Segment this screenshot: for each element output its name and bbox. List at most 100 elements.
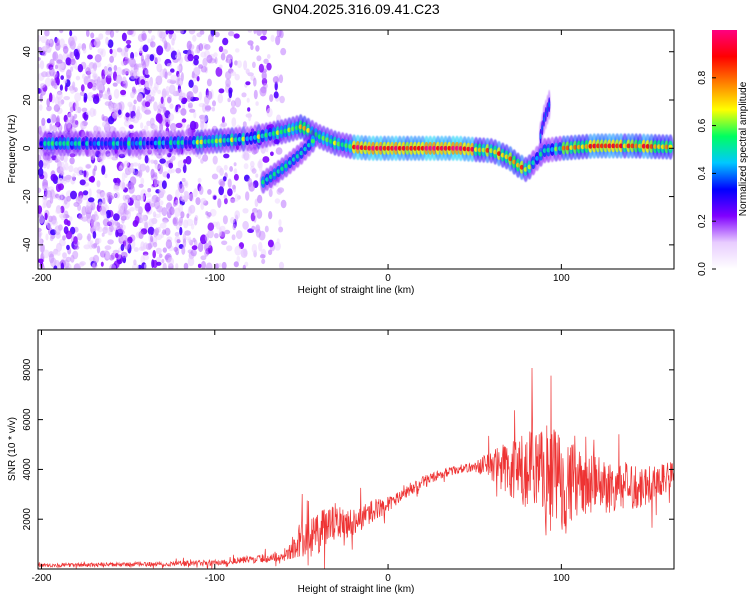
spectrogram-noise-cell — [58, 100, 62, 107]
spectrogram-noise-cell — [48, 253, 55, 264]
spectrogram-noise-cell — [129, 207, 135, 212]
spectrogram-noise-cell — [275, 35, 281, 46]
spectrogram-noise-cell — [150, 235, 154, 242]
spectrogram-noise-cell — [235, 230, 243, 240]
colorbar-tick-label: 0.0 — [697, 262, 708, 276]
spectrogram-noise-cell — [114, 253, 119, 259]
colorbar-tick-label: 0.4 — [697, 166, 708, 180]
spectrogram-noise-cell — [69, 216, 73, 222]
spectrogram-noise-cell — [42, 249, 50, 259]
spectrogram-noise-cell — [171, 155, 176, 161]
spectrogram-noise-cell — [49, 235, 54, 242]
spectrogram-noise-cell — [275, 147, 283, 155]
spectrogram-noise-cell — [40, 35, 48, 44]
spectrogram-noise-cell — [235, 48, 240, 53]
spectrogram-noise-cell — [74, 245, 80, 250]
spectrogram-noise-cell — [46, 161, 50, 170]
spectrogram-noise-cell — [255, 173, 259, 178]
spectrogram-noise-cell — [253, 30, 257, 35]
spectrogram-noise-cell — [268, 249, 273, 256]
spectrogram-noise-cell — [118, 165, 123, 172]
spectrogram-noise-cell — [86, 216, 94, 224]
spectrogram-noise-cell — [242, 208, 249, 214]
snr-background — [38, 330, 674, 569]
spectrogram-noise-cell — [149, 54, 155, 62]
spectrogram-noise-cell — [112, 82, 118, 87]
spectrogram-noise-cell — [187, 238, 192, 243]
spectrogram-noise-cell — [213, 52, 218, 58]
spectrogram-noise-cell — [44, 77, 52, 87]
spectrogram-noise-cell — [110, 102, 114, 112]
spectrogram-noise-cell — [233, 162, 237, 167]
spectrogram-noise-cell — [69, 157, 75, 165]
spectrogram-noise-cell — [189, 108, 196, 113]
spectrogram-noise-cell — [211, 106, 215, 112]
spectrogram-noise-cell — [46, 118, 52, 124]
spectrogram-noise-cell — [196, 32, 202, 38]
spectrogram-noise-cell — [172, 217, 177, 225]
spectrogram-noise-cell — [279, 95, 285, 104]
spectrogram-noise-cell — [140, 177, 145, 185]
spectrogram-noise-cell — [138, 246, 146, 251]
spectrogram-noise-cell — [109, 263, 117, 269]
spectrogram-noise-cell — [180, 211, 185, 219]
spectrogram-noise-cell — [58, 213, 64, 218]
spectrogram-noise-cell — [89, 42, 93, 51]
spectrogram-noise-cell — [142, 44, 149, 53]
spectrogram-noise-cell — [63, 196, 68, 205]
spectrogram-noise-cell — [151, 35, 156, 41]
spectrogram-noise-cell — [72, 173, 76, 178]
spectrogram-noise-cell — [92, 254, 100, 264]
spectrogram-noise-cell — [234, 97, 242, 108]
spectrogram-noise-cell — [80, 122, 84, 131]
spectrogram-noise-cell — [276, 188, 283, 195]
spectrogram-noise-cell — [63, 259, 70, 269]
spectrogram-noise-cell — [134, 202, 140, 212]
spectrogram-noise-cell — [181, 177, 186, 183]
spectrogram-noise-cell — [91, 243, 98, 249]
spectrogram-noise-cell — [96, 79, 103, 89]
spectrogram-noise-cell — [227, 188, 233, 197]
spectrogram-noise-cell — [266, 62, 272, 71]
spectrogram-noise-cell — [259, 254, 266, 259]
spectrogram-noise-cell — [47, 39, 53, 44]
spectrogram-noise-cell — [109, 219, 115, 227]
spectrogram-noise-cell — [41, 117, 46, 126]
spectrogram-noise-cell — [213, 195, 217, 200]
spectrogram-noise-cell — [276, 238, 280, 244]
spectrogram-noise-cell — [202, 103, 207, 113]
spectrogram-noise-cell — [178, 56, 183, 65]
spectrogram-noise-cell — [38, 187, 42, 194]
spectrogram-noise-cell — [149, 117, 155, 126]
spectrogram-noise-cell — [113, 213, 120, 221]
spectrogram-noise-cell — [177, 73, 181, 82]
spectrogram-noise-cell — [175, 54, 181, 59]
spectrogram-noise-cell — [39, 215, 45, 224]
spectrogram-noise-cell — [126, 183, 133, 188]
spectrogram-noise-cell — [179, 194, 184, 202]
spectrogram-noise-cell — [113, 65, 118, 72]
spectrogram-noise-cell — [187, 206, 192, 217]
spectrogram-noise-cell — [132, 115, 140, 124]
spectrogram-noise-cell — [146, 120, 152, 127]
spectrogram-spike-core — [541, 125, 544, 131]
spectrogram-noise-cell — [63, 78, 68, 84]
spectrogram-noise-cell — [92, 231, 97, 239]
spectrogram-noise-cell — [54, 64, 58, 70]
spectrogram-noise-cell — [174, 231, 180, 237]
spectrogram-noise-cell — [201, 260, 206, 269]
spectrogram-noise-cell — [87, 68, 91, 79]
spectrogram-noise-cell — [267, 54, 271, 59]
spectrogram-noise-cell — [38, 205, 43, 214]
spectrogram-noise-cell — [66, 220, 71, 227]
spectrogram-noise-cell — [122, 68, 130, 75]
spectrogram-noise-cell — [76, 171, 83, 176]
spectrogram-noise-cell — [69, 30, 73, 37]
spectrogram-noise-cell — [167, 169, 173, 174]
spectrogram-noise-cell — [83, 170, 87, 178]
spectrogram-noise-cell — [186, 213, 190, 219]
spectrogram-noise-cell — [163, 106, 167, 114]
spectrogram-noise-cell — [107, 239, 114, 245]
spectrogram-noise-cell — [101, 232, 105, 237]
